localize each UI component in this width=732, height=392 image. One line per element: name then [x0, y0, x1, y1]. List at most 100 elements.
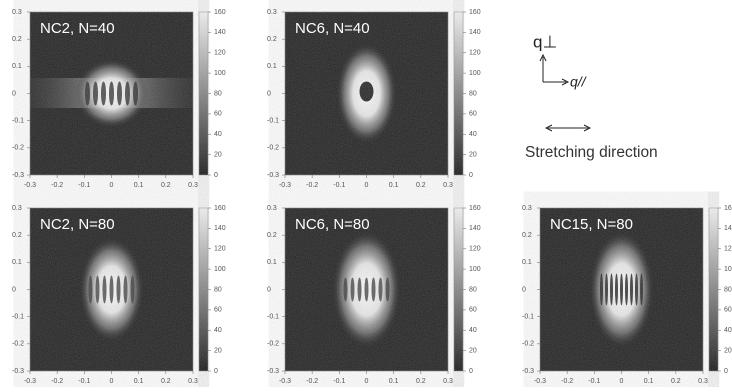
- y-tick-label: 0.2: [12, 232, 22, 239]
- colorbar-tick-label: 60: [469, 307, 477, 314]
- x-tick-label: 0: [365, 378, 369, 385]
- x-tick-label: -0.2: [306, 378, 318, 385]
- colorbar-tick-label: 40: [469, 327, 477, 334]
- colorbar-tick-label: 20: [469, 347, 477, 354]
- q-perp-label: q⊥: [533, 32, 557, 51]
- colorbar-tick-label: 160: [214, 9, 226, 16]
- y-tick-label: 0.1: [12, 63, 22, 70]
- colorbar-tick-label: 0: [724, 368, 728, 375]
- panel-title: NC6, N=40: [295, 20, 370, 37]
- colorbar-tick-label: 80: [469, 286, 477, 293]
- x-tick-label: 0.1: [644, 378, 654, 385]
- y-tick-label: 0.3: [267, 205, 277, 212]
- noise: [285, 12, 448, 175]
- colorbar-tick-label: 0: [469, 172, 473, 179]
- colorbar-tick-label: 120: [469, 246, 481, 253]
- x-tick-label: 0: [620, 378, 624, 385]
- x-tick-label: 0.2: [416, 378, 426, 385]
- panel-title: NC15, N=80: [550, 216, 633, 233]
- y-tick-label: -0.1: [522, 314, 534, 321]
- colorbar-tick-label: 60: [214, 307, 222, 314]
- colorbar-tick-label: 40: [214, 327, 222, 334]
- panel-title: NC2, N=80: [40, 216, 115, 233]
- colorbar-tick-label: 100: [214, 266, 226, 273]
- x-tick-label: -0.2: [306, 182, 318, 189]
- y-tick-label: 0.2: [12, 36, 22, 43]
- colorbar-tick-label: 0: [214, 368, 218, 375]
- y-tick-label: -0.3: [267, 368, 279, 375]
- noise: [285, 208, 448, 371]
- panel-title: NC2, N=40: [40, 20, 115, 37]
- y-tick-label: -0.2: [522, 341, 534, 348]
- colorbar-noise: [454, 208, 463, 371]
- x-tick-label: 0.3: [443, 182, 453, 189]
- x-tick-label: 0.1: [389, 378, 399, 385]
- x-tick-label: -0.2: [51, 182, 63, 189]
- colorbar-tick-label: 60: [724, 307, 732, 314]
- colorbar-tick-label: 80: [214, 90, 222, 97]
- colorbar-tick-label: 140: [469, 29, 481, 36]
- colorbar-tick-label: 100: [214, 70, 226, 77]
- heatmap: [30, 208, 193, 371]
- y-tick-label: 0: [267, 286, 271, 293]
- colorbar-tick-label: 100: [724, 266, 732, 273]
- x-tick-label: 0: [110, 182, 114, 189]
- y-tick-label: 0.3: [12, 205, 22, 212]
- x-tick-label: -0.1: [78, 182, 90, 189]
- colorbar-tick-label: 20: [214, 347, 222, 354]
- colorbar-noise: [199, 208, 208, 371]
- x-tick-label: 0: [365, 182, 369, 189]
- colorbar-tick-label: 140: [214, 225, 226, 232]
- x-tick-label: 0.3: [443, 378, 453, 385]
- stretching-label: Stretching direction: [525, 144, 658, 161]
- colorbar-tick-label: 100: [469, 266, 481, 273]
- colorbar-tick-label: 20: [469, 151, 477, 158]
- y-tick-label: 0.1: [267, 63, 277, 70]
- y-tick-label: -0.2: [267, 145, 279, 152]
- x-tick-label: 0.2: [161, 182, 171, 189]
- x-tick-label: -0.2: [561, 378, 573, 385]
- y-tick-label: -0.2: [12, 145, 24, 152]
- y-tick-label: 0.2: [522, 232, 532, 239]
- colorbar-tick-label: 160: [214, 205, 226, 212]
- y-tick-label: -0.1: [267, 314, 279, 321]
- colorbar-tick-label: 40: [214, 131, 222, 138]
- colorbar-tick-label: 80: [469, 90, 477, 97]
- y-tick-label: -0.2: [12, 341, 24, 348]
- x-tick-label: 0.3: [188, 378, 198, 385]
- y-tick-label: 0: [522, 286, 526, 293]
- x-tick-label: -0.1: [333, 378, 345, 385]
- colorbar-tick-label: 120: [214, 246, 226, 253]
- x-tick-label: -0.3: [24, 182, 36, 189]
- y-tick-label: -0.1: [12, 118, 24, 125]
- noise: [540, 208, 703, 371]
- colorbar-tick-label: 120: [214, 50, 226, 57]
- heatmap: [30, 12, 193, 175]
- noise: [30, 208, 193, 371]
- x-tick-label: 0.2: [671, 378, 681, 385]
- x-tick-label: -0.3: [279, 182, 291, 189]
- colorbar-tick-label: 120: [724, 246, 732, 253]
- y-tick-label: 0.1: [12, 259, 22, 266]
- x-tick-label: -0.3: [534, 378, 546, 385]
- y-tick-label: 0.1: [522, 259, 532, 266]
- y-tick-label: 0: [12, 286, 16, 293]
- y-tick-label: -0.1: [12, 314, 24, 321]
- y-tick-label: 0.3: [12, 9, 22, 16]
- noise: [30, 12, 193, 175]
- x-tick-label: 0.1: [389, 182, 399, 189]
- y-tick-label: 0: [12, 90, 16, 97]
- colorbar-tick-label: 80: [214, 286, 222, 293]
- x-tick-label: 0.2: [161, 378, 171, 385]
- colorbar-tick-label: 120: [469, 50, 481, 57]
- colorbar-noise: [199, 12, 208, 175]
- colorbar-tick-label: 140: [469, 225, 481, 232]
- heatmap: [285, 208, 448, 371]
- colorbar-tick-label: 20: [214, 151, 222, 158]
- colorbar-tick-label: 20: [724, 347, 732, 354]
- x-tick-label: 0.1: [134, 182, 144, 189]
- colorbar-tick-label: 160: [469, 9, 481, 16]
- axis-arrows: [539, 53, 592, 132]
- y-tick-label: 0: [267, 90, 271, 97]
